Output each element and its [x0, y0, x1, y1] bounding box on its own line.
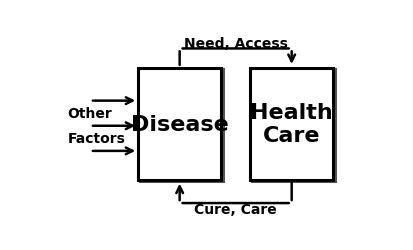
- FancyBboxPatch shape: [140, 70, 223, 181]
- Text: Health
Care: Health Care: [250, 103, 333, 146]
- Text: Other: Other: [68, 107, 112, 121]
- Text: Cure, Care: Cure, Care: [194, 202, 277, 216]
- FancyBboxPatch shape: [252, 70, 335, 181]
- Text: Need, Access: Need, Access: [184, 36, 287, 51]
- FancyBboxPatch shape: [138, 68, 221, 180]
- Text: Factors: Factors: [68, 132, 126, 146]
- Text: Disease: Disease: [131, 114, 228, 134]
- FancyBboxPatch shape: [250, 68, 333, 180]
